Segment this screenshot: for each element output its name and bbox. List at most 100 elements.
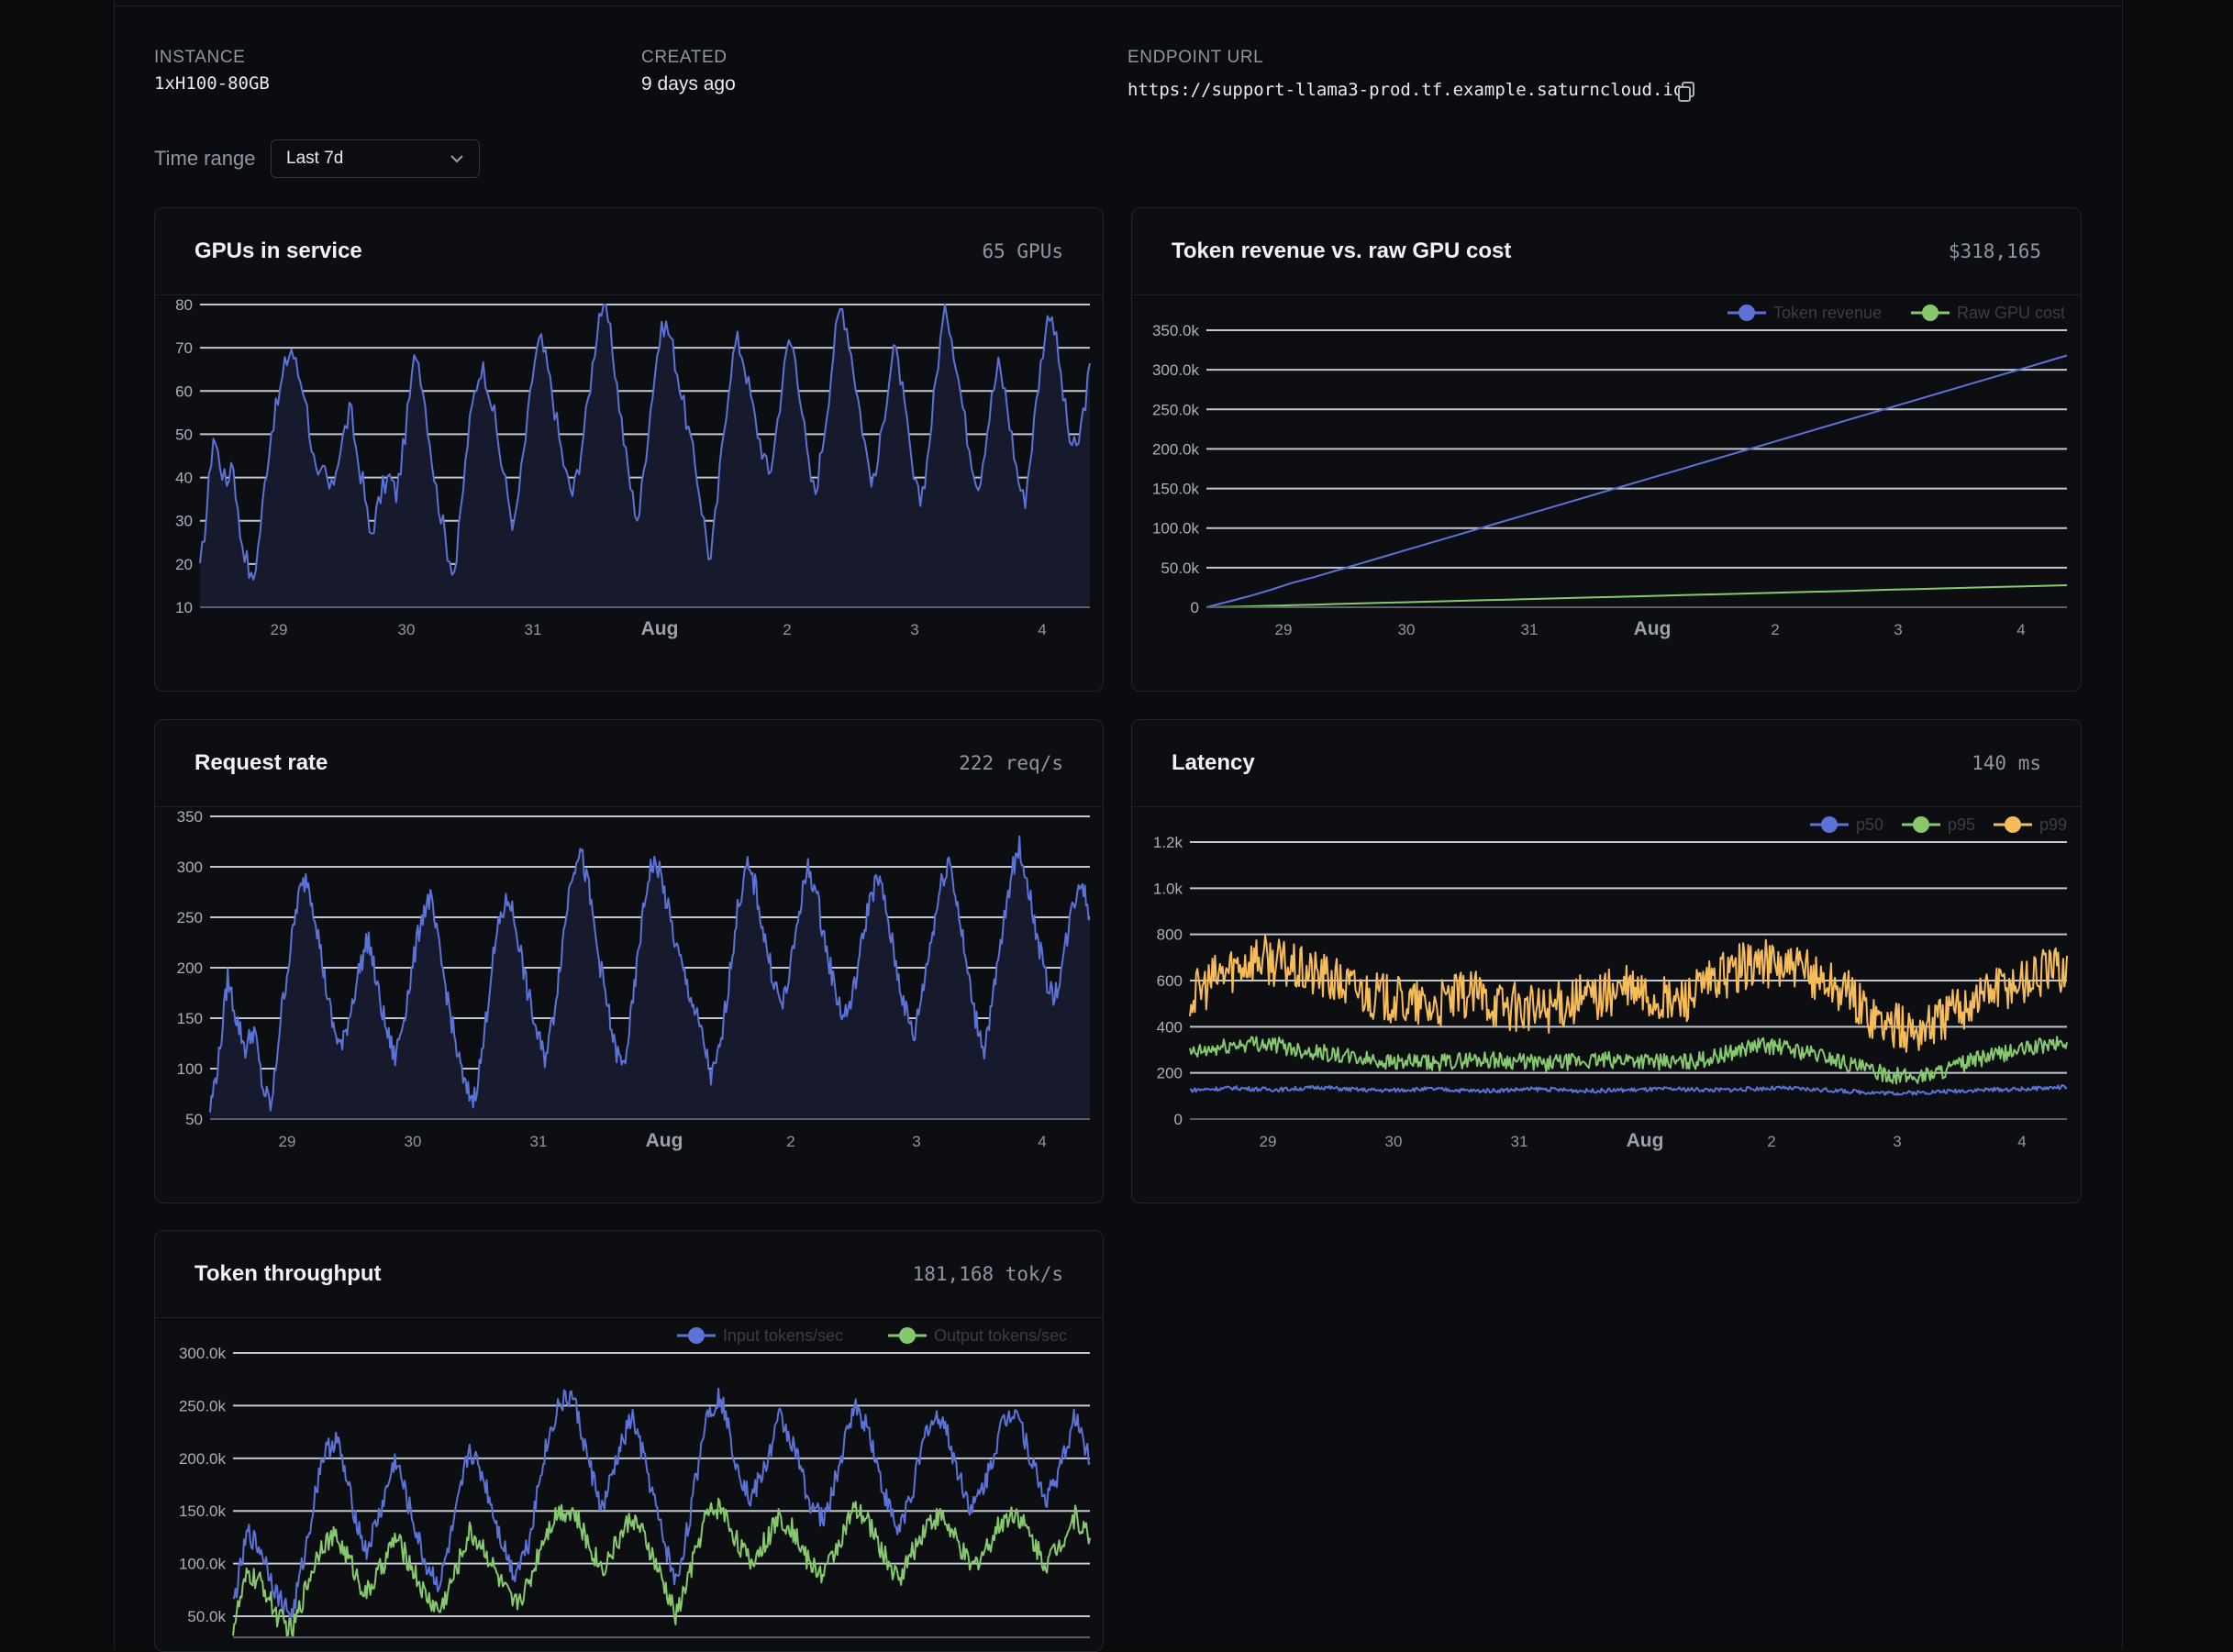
y-tick-label: 100.0k xyxy=(179,1556,227,1573)
y-tick-label: 150 xyxy=(177,1010,203,1027)
legend-label: Output tokens/sec xyxy=(934,1326,1067,1345)
requests-chart: 50 100 150 200 250 300 350 29 30 31 Aug 2 3 4 xyxy=(177,808,1091,1151)
y-tick-label: 0 xyxy=(1174,1111,1183,1128)
y-tick-label: 200.0k xyxy=(1152,440,1200,458)
card-stat: 65 GPUs xyxy=(982,240,1063,262)
y-tick-label: 150.0k xyxy=(179,1502,227,1520)
endpoint-url[interactable]: https://support-llama3-prod.tf.example.s… xyxy=(1128,80,1684,100)
y-tick-label: 300.0k xyxy=(179,1345,227,1362)
y-tick-label: 200 xyxy=(1157,1065,1183,1082)
x-tick-label: 29 xyxy=(279,1133,296,1150)
card-stat: 181,168 tok/s xyxy=(912,1263,1063,1285)
x-tick-label: 30 xyxy=(405,1133,422,1150)
gpus-chart: 10 20 30 40 50 60 70 80 29 30 31 Aug 2 3 4 xyxy=(175,296,1091,639)
y-tick-label: 100 xyxy=(177,1060,203,1078)
legend-label: p99 xyxy=(2039,815,2067,834)
latency-card: Latency 140 ms 0 200 400 600 800 1.0k 1.2k 29 30… xyxy=(1131,719,2082,1203)
x-tick-label: 31 xyxy=(1511,1133,1528,1150)
y-tick-label: 50.0k xyxy=(187,1608,226,1625)
legend-marker xyxy=(688,1327,705,1344)
card-title: Token throughput xyxy=(194,1261,382,1286)
gpus-card: GPUs in service 65 GPUs 10 20 30 40 50 60 70 80… xyxy=(154,207,1104,692)
series-line xyxy=(1189,1084,2068,1096)
x-tick-label: 2 xyxy=(1767,1133,1775,1150)
x-tick-label: Aug xyxy=(1634,618,1672,639)
throughput-card: Token throughput 181,168 tok/s 50.0k 100.… xyxy=(154,1230,1104,1652)
series-line xyxy=(232,1497,1091,1638)
x-tick-label: Aug xyxy=(666,1648,704,1652)
y-tick-label: 350 xyxy=(177,808,203,826)
y-tick-label: 300.0k xyxy=(1152,361,1200,379)
series-line xyxy=(232,1387,1091,1623)
legend-marker xyxy=(1821,816,1838,833)
y-tick-label: 20 xyxy=(175,556,193,573)
legend-marker xyxy=(1739,305,1755,321)
instance-value: 1xH100-80GB xyxy=(154,73,270,94)
series-line xyxy=(1189,934,2068,1053)
x-tick-label: 3 xyxy=(1893,1133,1901,1150)
requests-card: Request rate 222 req/s 50 100 150 200 250 300… xyxy=(154,719,1104,1203)
y-tick-label: 350.0k xyxy=(1152,322,1200,339)
copy-icon[interactable] xyxy=(1676,81,1696,103)
x-tick-label: 4 xyxy=(2016,621,2025,638)
y-tick-label: 600 xyxy=(1157,972,1183,990)
x-tick-label: 3 xyxy=(910,621,918,638)
card-title: GPUs in service xyxy=(194,238,362,263)
x-tick-label: 4 xyxy=(2017,1133,2026,1150)
y-tick-label: 250 xyxy=(177,909,203,926)
series-line xyxy=(1205,584,2068,608)
y-tick-label: 80 xyxy=(175,296,193,314)
card-title: Request rate xyxy=(194,750,328,775)
y-tick-label: 200.0k xyxy=(179,1450,227,1468)
y-tick-label: 40 xyxy=(175,470,193,487)
throughput-chart: 50.0k100.0k150.0k200.0k250.0k300.0k29303… xyxy=(179,1326,1091,1652)
x-tick-label: 29 xyxy=(271,621,288,638)
legend-marker xyxy=(2005,816,2021,833)
time-range-value: Last 7d xyxy=(286,149,344,168)
revenue-chart: 0 50.0k 100.0k 150.0k 200.0k 250.0k 300.0k 350.… xyxy=(1152,304,2068,639)
x-tick-label: 4 xyxy=(1038,621,1046,638)
card-stat: 222 req/s xyxy=(959,752,1063,774)
series-line xyxy=(1189,1036,2068,1085)
y-tick-label: 400 xyxy=(1157,1018,1183,1036)
y-tick-label: 70 xyxy=(175,339,193,357)
series-line xyxy=(199,304,1091,581)
series-area xyxy=(200,305,1090,607)
card-stat: $318,165 xyxy=(1948,240,2041,262)
y-tick-label: 150.0k xyxy=(1152,481,1200,498)
x-tick-label: 3 xyxy=(1894,621,1902,638)
x-tick-label: Aug xyxy=(1627,1130,1664,1151)
y-tick-label: 100.0k xyxy=(1152,520,1200,538)
legend-label: Raw GPU cost xyxy=(1957,304,2065,322)
y-tick-label: 30 xyxy=(175,513,193,530)
created-label: CREATED xyxy=(641,48,728,67)
x-tick-label: 2 xyxy=(786,1133,794,1150)
x-tick-label: Aug xyxy=(646,1130,683,1151)
chevron-down-icon xyxy=(450,155,463,163)
x-tick-label: 29 xyxy=(1275,621,1293,638)
y-tick-label: 0 xyxy=(1191,599,1199,616)
series-line xyxy=(209,835,1091,1113)
x-tick-label: 4 xyxy=(1038,1133,1046,1150)
revenue-card: Token revenue vs. raw GPU cost $318,165 … xyxy=(1131,207,2082,692)
legend-marker xyxy=(899,1327,916,1344)
card-stat: 140 ms xyxy=(1972,752,2041,774)
time-range-label: Time range xyxy=(154,147,256,170)
x-tick-label: 30 xyxy=(398,621,416,638)
instance-label: INSTANCE xyxy=(154,48,246,67)
latency-chart: 0 200 400 600 800 1.0k 1.2k 29 30 31 Aug 2 3 4 p99 p95 p… xyxy=(1153,815,2068,1151)
y-tick-label: 10 xyxy=(175,599,193,616)
y-tick-label: 250.0k xyxy=(179,1397,227,1414)
time-range-select[interactable]: Last 7d xyxy=(271,139,480,178)
card-title: Latency xyxy=(1172,750,1255,775)
y-tick-label: 1.0k xyxy=(1153,880,1183,897)
y-tick-label: 1.2k xyxy=(1153,834,1183,851)
y-tick-label: 250.0k xyxy=(1152,401,1200,418)
x-tick-label: 31 xyxy=(1521,621,1539,638)
legend-label: p95 xyxy=(1948,815,1975,834)
y-tick-label: 50 xyxy=(175,426,193,443)
legend-label: Input tokens/sec xyxy=(723,1326,843,1345)
y-tick-label: 200 xyxy=(177,959,203,977)
y-tick-label: 800 xyxy=(1157,926,1183,944)
series-line xyxy=(1205,354,2068,608)
